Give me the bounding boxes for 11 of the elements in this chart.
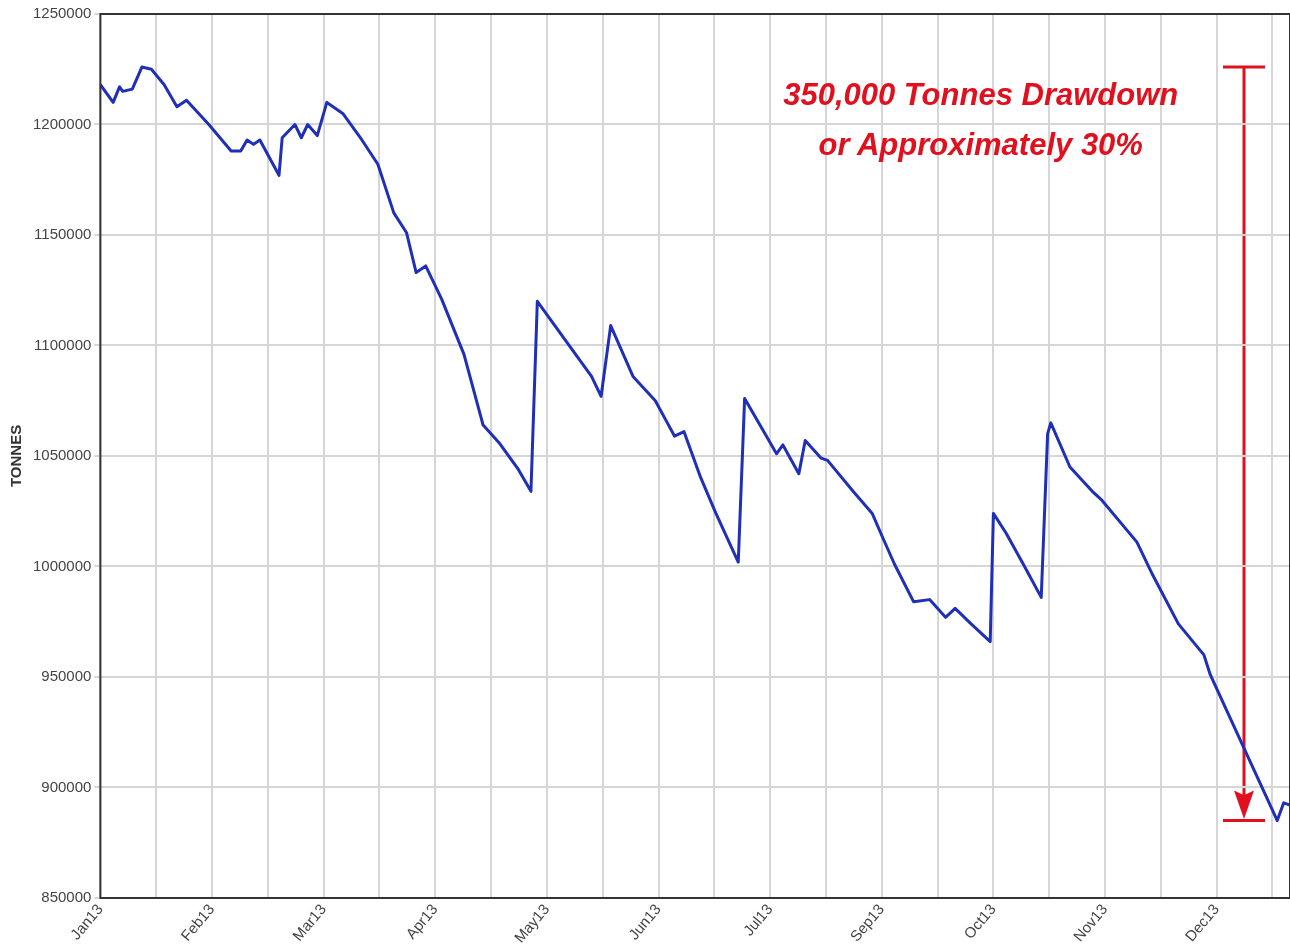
annotation: 350,000 Tonnes Drawdown or Approximately 30% xyxy=(783,76,1179,162)
y-tick-label: 1000000 xyxy=(32,556,92,574)
y-tick-label: 1150000 xyxy=(34,225,92,243)
y-axis-title: TONNES xyxy=(7,424,25,488)
y-tick-label: 1200000 xyxy=(32,114,92,132)
y-tick-label: 950000 xyxy=(41,667,92,685)
y-tick-label: 900000 xyxy=(41,777,92,795)
y-tick-label: 1050000 xyxy=(32,446,92,464)
y-tick-label: 850000 xyxy=(41,888,92,906)
y-tick-label: 1250000 xyxy=(32,4,92,22)
y-tick-label: 1100000 xyxy=(34,335,92,353)
